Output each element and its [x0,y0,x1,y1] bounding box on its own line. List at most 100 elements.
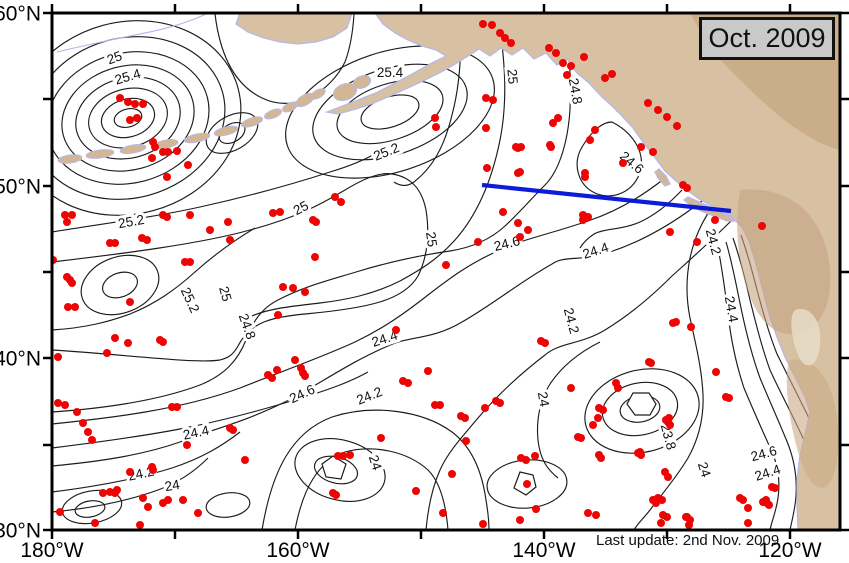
station-dot [448,470,456,478]
contour-line [294,438,386,502]
contour-line [61,64,195,172]
station-dot [499,208,507,216]
contour-label: 25 [423,231,440,248]
station-dot [111,239,119,247]
station-dot [481,404,489,412]
station-dot [54,353,62,361]
station-dot [647,359,655,367]
station-dot [436,401,444,409]
station-dot [68,211,76,219]
station-dot [312,218,320,226]
station-dot [599,406,607,414]
station-dot [144,503,152,511]
contour-line [52,457,209,513]
station-dot [339,452,347,460]
station-dot [663,513,671,521]
station-dot [68,279,76,287]
station-dot [269,209,277,217]
station-dot [488,21,496,29]
station-dot [672,318,680,326]
date-badge-label: Oct. 2009 [708,23,826,53]
contour-line [294,448,449,530]
landmass [324,13,840,530]
station-dot [524,226,532,234]
station-dot [439,509,447,517]
station-dot [637,143,645,151]
contour-line [52,20,242,216]
station-dot [545,44,553,52]
empty-contour-label-box [626,392,657,416]
station-dot [136,521,144,529]
station-dot [577,434,585,442]
contour-line [102,271,138,299]
aleutian-island [213,125,239,137]
station-dot [683,184,691,192]
station-dot [663,113,671,121]
station-dot [311,253,319,261]
station-dot [666,421,674,429]
station-dot [71,303,79,311]
station-dot [301,288,309,296]
aleutian-island [119,143,147,155]
shelf-line [56,13,209,53]
station-dot [712,368,720,376]
contour-line [52,431,241,493]
station-dot [657,519,665,527]
station-dot [581,169,589,177]
station-dot [126,116,134,124]
contour-line [52,200,703,467]
x-tick-label: 160°W [266,539,329,562]
station-dot [482,124,490,132]
contour-label: 25 [504,68,520,84]
contour-line [579,189,683,249]
station-dot [489,96,497,104]
station-dot [479,20,487,28]
station-dot [462,437,470,445]
station-dot [186,258,194,266]
station-dot [139,100,147,108]
contour-line [717,247,780,530]
station-dot [432,123,440,131]
station-dot [644,99,652,107]
station-dot [173,147,181,155]
station-dot [148,154,156,162]
aleutian-island [57,154,83,164]
station-dot [88,436,96,444]
station-dot [412,487,420,495]
contour-line [52,371,369,449]
contour-line [336,79,444,145]
station-dot [124,339,132,347]
station-dot [586,136,594,144]
station-dot [273,366,281,374]
station-dot [276,208,284,216]
station-dot [559,59,567,67]
ship-track-line [481,182,732,214]
station-dot [404,379,412,387]
station-dot [531,452,539,460]
station-dot [664,473,672,481]
contour-line [80,254,160,316]
aleutian-island [310,88,326,100]
station-dot [84,428,92,436]
station-dot [184,161,192,169]
contour-line [584,368,700,454]
station-dot [431,114,439,122]
station-dot [514,169,522,177]
x-tick-label: 180°W [20,539,83,562]
station-dot [758,222,766,230]
station-dot [194,509,202,517]
station-dot [226,236,234,244]
station-dot [241,456,249,464]
contour-line [251,13,506,317]
aleutian-island [85,149,115,159]
station-dot [291,356,299,364]
station-dot [79,419,87,427]
contour-line [205,492,251,518]
station-dot [139,494,147,502]
station-dot [151,143,159,151]
aleutian-island [240,116,264,128]
station-dot [479,520,487,528]
station-dot [268,374,276,382]
